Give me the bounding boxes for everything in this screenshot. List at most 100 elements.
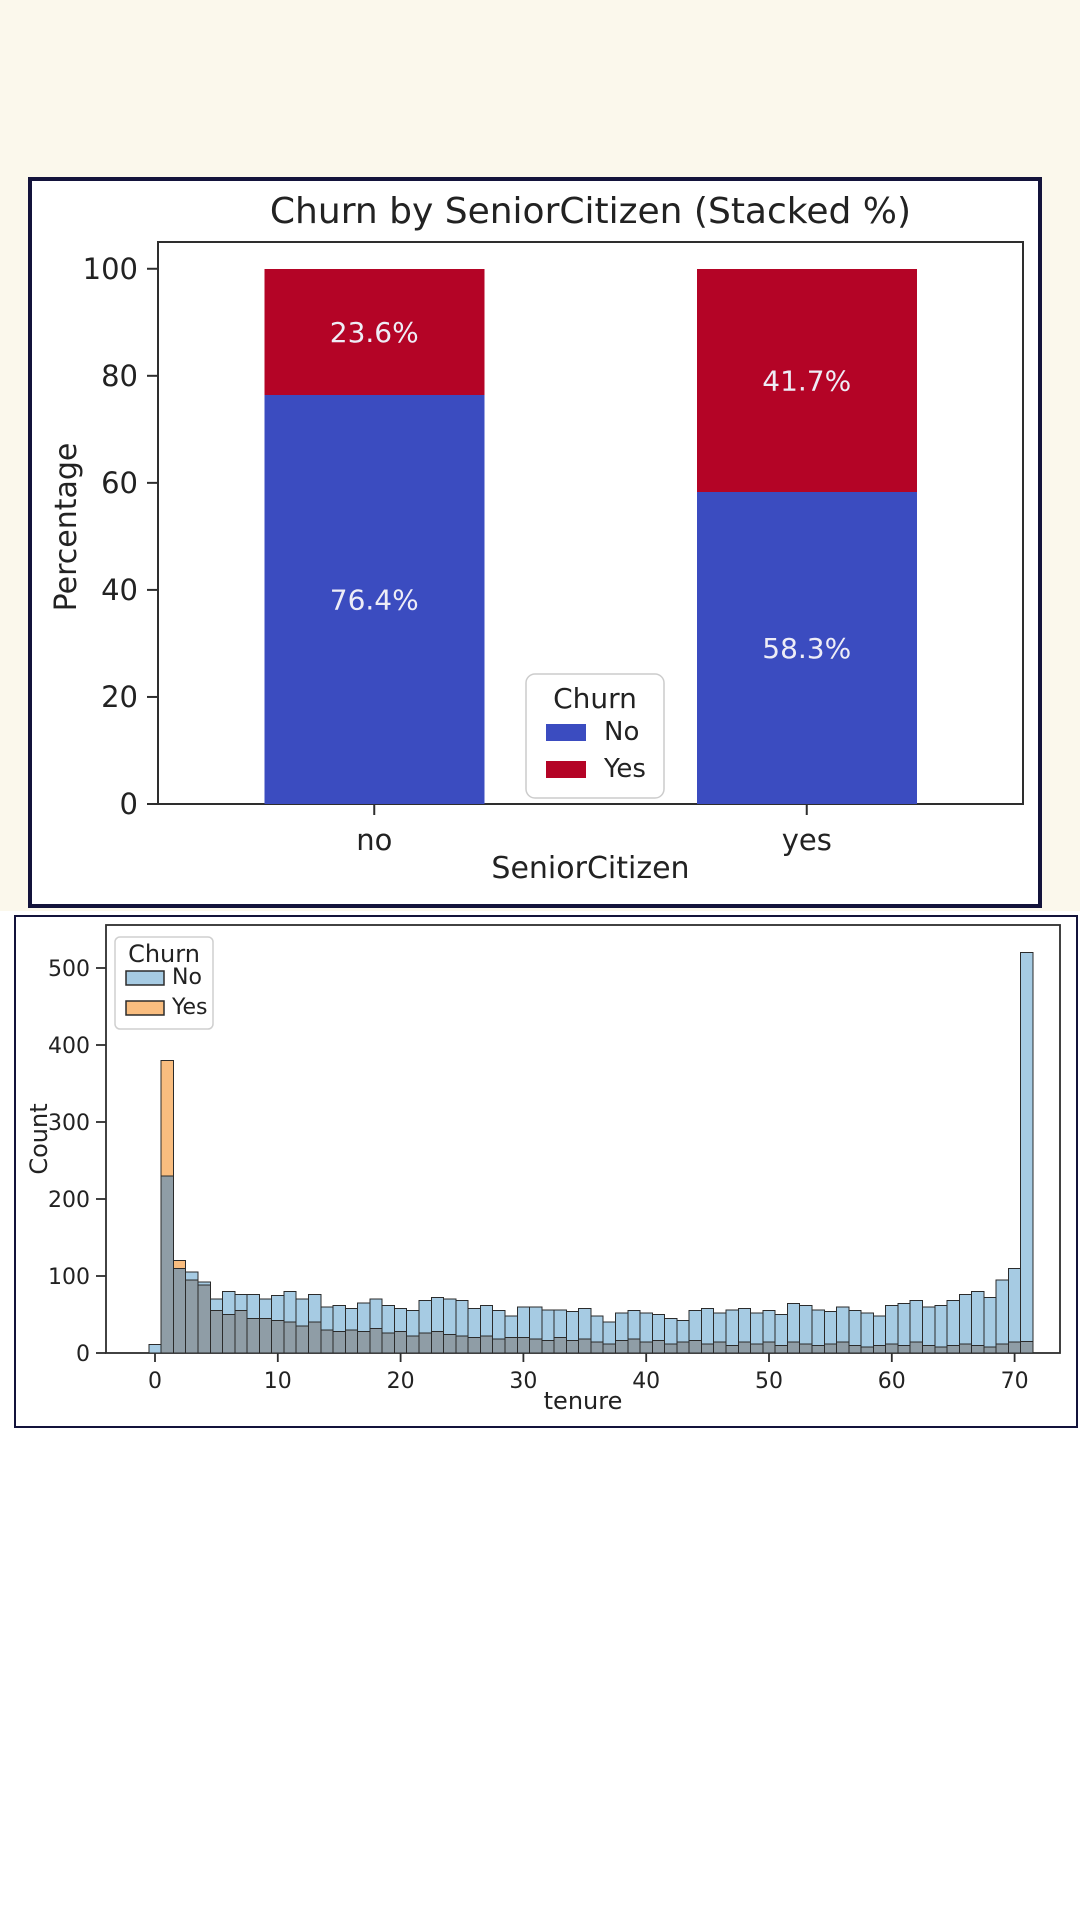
x-tick-label: 10 <box>264 1369 292 1394</box>
hist-bar-no <box>848 1310 862 1346</box>
chart1-xaxis-label: SeniorCitizen <box>491 851 690 886</box>
hist-bar-overlap <box>172 1267 187 1354</box>
bar-segment-no-yes <box>696 491 917 804</box>
hist-bar-overlap <box>541 1340 555 1354</box>
hist-bar-no <box>234 1293 248 1312</box>
hist-bar-no <box>725 1309 739 1346</box>
y-tick-label: 0 <box>76 1342 90 1367</box>
hist-bar-overlap <box>565 1340 580 1354</box>
y-tick-label: 500 <box>48 957 90 982</box>
hist-bar-overlap <box>786 1341 801 1354</box>
hist-bar-overlap <box>393 1330 408 1354</box>
hist-bar-overlap <box>467 1337 481 1354</box>
chart1-plot-box <box>157 241 1024 805</box>
hist-bar-no <box>676 1320 690 1343</box>
hist-bar-no <box>406 1310 420 1337</box>
hist-bar-overlap <box>676 1341 690 1354</box>
hist-bar-no <box>651 1314 666 1342</box>
hist-bar-no <box>737 1307 752 1343</box>
legend-label-yes: Yes <box>171 995 208 1020</box>
hist-bar-no <box>615 1312 629 1342</box>
hist-bar-no <box>565 1310 580 1342</box>
hist-bar-no <box>1007 1267 1022 1343</box>
hist-bar-overlap <box>639 1341 653 1354</box>
hist-bar-overlap <box>848 1344 862 1354</box>
hist-bar-overlap <box>369 1327 383 1354</box>
hist-bar-overlap <box>160 1175 174 1354</box>
hist-bar-overlap <box>320 1329 334 1354</box>
hist-bar-overlap <box>737 1341 752 1354</box>
hist-bar-overlap <box>406 1335 420 1354</box>
hist-bar-overlap <box>430 1330 445 1354</box>
hist-bar-no <box>185 1271 199 1281</box>
hist-bar-no <box>578 1307 592 1340</box>
hist-bar-overlap <box>946 1344 960 1354</box>
hist-bar-overlap <box>885 1343 899 1354</box>
bar-value-label: 23.6% <box>330 316 419 349</box>
y-tick-label: 60 <box>101 466 138 500</box>
y-tick-label: 0 <box>120 787 138 821</box>
hist-bar-overlap <box>209 1310 224 1354</box>
hist-bar-overlap <box>995 1343 1009 1354</box>
hist-bar-no <box>713 1312 727 1343</box>
hist-bar-no <box>627 1310 641 1340</box>
hist-bar-overlap <box>258 1317 273 1354</box>
hist-bar-no <box>492 1310 506 1340</box>
x-tick-label: yes <box>782 823 832 857</box>
hist-bar-no <box>197 1281 211 1286</box>
hist-bar-overlap <box>283 1321 297 1354</box>
hist-bar-overlap <box>700 1343 715 1354</box>
hist-bar-overlap <box>958 1343 973 1354</box>
hist-bar-no <box>971 1290 985 1346</box>
hist-bar-no <box>688 1310 702 1342</box>
hist-bar-overlap <box>811 1344 825 1354</box>
legend-swatch-no <box>125 970 165 986</box>
hist-bar-no <box>811 1309 825 1346</box>
y-tick-label: 200 <box>48 1188 90 1213</box>
hist-bar-overlap <box>774 1344 788 1354</box>
legend-label-no: No <box>604 717 639 747</box>
y-tick-label: 20 <box>101 680 138 714</box>
legend-label-no: No <box>172 965 202 990</box>
hist-bar-overlap <box>983 1346 997 1354</box>
hist-bar-overlap <box>553 1337 567 1354</box>
hist-bar-no <box>418 1300 432 1334</box>
hist-bar-overlap <box>443 1334 457 1354</box>
hist-bar-no <box>909 1300 923 1343</box>
bar-value-label: 41.7% <box>762 364 851 397</box>
hist-bar-overlap <box>627 1338 641 1354</box>
hist-bar-overlap <box>1007 1341 1022 1354</box>
legend-title: Churn <box>553 682 637 715</box>
hist-bar-overlap <box>602 1343 616 1354</box>
hist-bar-no <box>983 1297 997 1348</box>
hist-bar-no <box>860 1312 874 1348</box>
hist-bar-no <box>443 1298 457 1336</box>
hist-bar-overlap <box>762 1341 776 1354</box>
hist-bar-no <box>836 1306 850 1343</box>
hist-bar-overlap <box>897 1344 911 1354</box>
hist-bar-overlap <box>332 1330 346 1354</box>
chart2-xaxis-label: tenure <box>543 1387 623 1415</box>
chart1-title: Churn by SeniorCitizen (Stacked %) <box>269 191 912 232</box>
hist-bar-no <box>258 1298 273 1319</box>
hist-bar-overlap <box>750 1343 764 1354</box>
hist-bar-overlap <box>664 1343 678 1354</box>
hist-bar-overlap <box>529 1338 543 1354</box>
y-tick-label: 100 <box>83 252 138 286</box>
hist-bar-no <box>430 1297 445 1332</box>
y-tick-label: 300 <box>48 1111 90 1136</box>
y-tick-label: 400 <box>48 1034 90 1059</box>
hist-bar-no <box>357 1302 371 1332</box>
hist-bar-no <box>504 1315 518 1339</box>
y-tick-label: 100 <box>48 1265 90 1290</box>
hist-bar-no <box>823 1310 838 1345</box>
bar-value-label: 58.3% <box>762 632 851 665</box>
hist-bar-no <box>479 1304 494 1337</box>
hist-bar-no <box>308 1293 322 1323</box>
hist-bar-no <box>541 1309 555 1342</box>
hist-bar-overlap <box>357 1330 371 1354</box>
legend-swatch-no <box>546 724 586 741</box>
